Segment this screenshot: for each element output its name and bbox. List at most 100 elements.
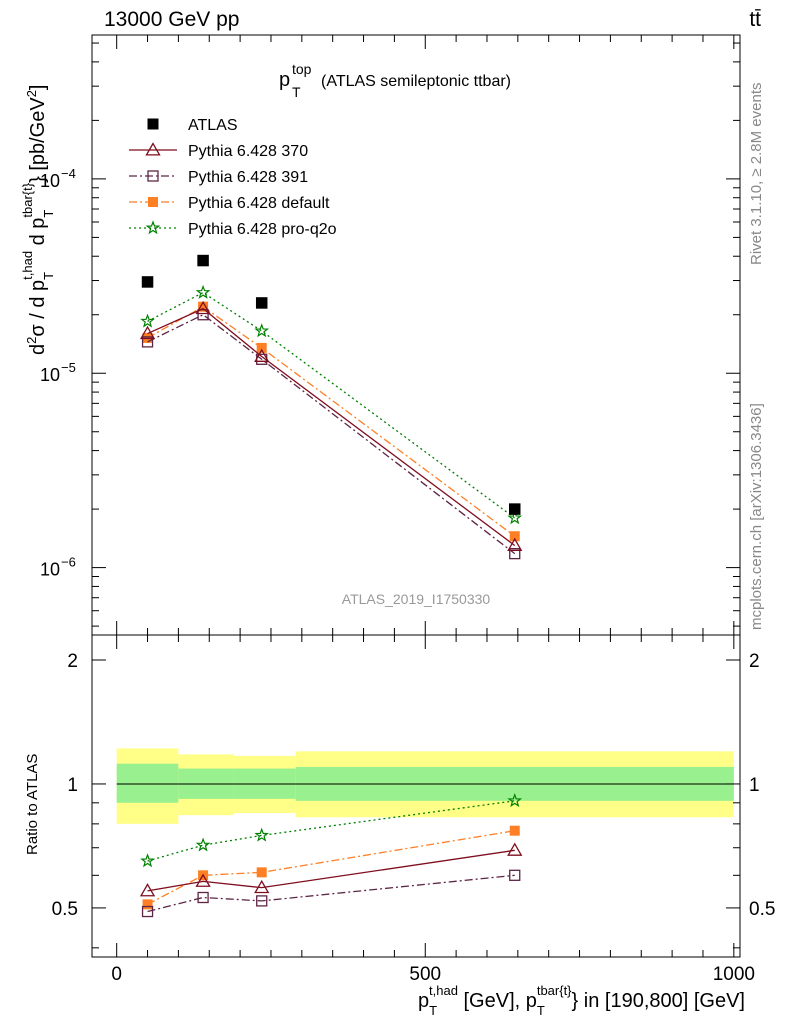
legend-marker-atlas: [147, 118, 159, 130]
series-line-p391: [147, 313, 516, 555]
ylabel-p2-sub: T: [41, 210, 56, 218]
data-point-p370: [139, 325, 156, 340]
data-point-p370: [195, 300, 211, 315]
x-axis-label: pTt,had [GeV], pTtbar{t}} in [190,800] […: [418, 983, 745, 1018]
ratio-point-pdefault: [256, 867, 267, 878]
ratio-y-tick-label-left: 2: [67, 651, 78, 672]
ratio-y-tick-label-right: 0.5: [749, 899, 775, 920]
data-point-pq2o: [140, 313, 155, 328]
legend-label-p391: Pythia 6.428 391: [188, 169, 308, 186]
main-y-tick-label: 10: [40, 365, 60, 385]
series-line-p370: [147, 307, 516, 546]
ylabel-unit: } [pb/GeV: [27, 97, 49, 183]
title-sup: top: [292, 61, 312, 77]
ratio-point-pq2o: [195, 837, 211, 852]
ratio-point-p391: [256, 895, 268, 907]
ratio-line-p370: [147, 849, 515, 892]
series-line-pq2o: [147, 291, 516, 519]
ratio-point-pq2o: [254, 827, 270, 842]
ratio-y-tick-label-left: 1: [67, 775, 78, 796]
main-series-layer: [139, 254, 523, 560]
ratio-series-layer: [139, 793, 523, 918]
data-point-atlas: [255, 297, 268, 309]
ratio-point-p391: [509, 869, 521, 881]
data-point-atlas: [197, 254, 209, 267]
legend-marker-p391: [147, 170, 159, 182]
main-y-tick-exponent: −6: [61, 555, 76, 570]
title-rest: (ATLAS semileptonic ttbar): [321, 73, 511, 90]
ratio-point-p370: [139, 883, 156, 897]
ratio-y-tick-label-right: 1: [749, 775, 760, 796]
ratio-line-pdefault: [147, 830, 515, 905]
legend-label-pq2o: Pythia 6.428 pro-q2o: [188, 221, 337, 238]
x-tick-label: 1000: [713, 964, 755, 985]
main-y-tick-label: 10: [40, 171, 60, 191]
ratio-uncertainty-band: [116, 748, 734, 824]
legend-label-pdefault: Pythia 6.428 default: [188, 195, 330, 212]
xlabel-p2-sub: T: [537, 1003, 545, 1018]
band-inner: [116, 763, 179, 803]
ylabel-d-sup: 2: [24, 337, 39, 344]
ylabel-close: ]: [27, 85, 49, 91]
data-point-pq2o: [195, 284, 211, 299]
ratio-point-p391: [197, 891, 209, 904]
main-y-tick-label: 10: [40, 560, 60, 580]
xlabel-p1: p: [418, 990, 429, 1012]
xlabel-end: } in [190,800] [GeV]: [572, 990, 745, 1012]
ratio-point-p391: [141, 905, 154, 918]
data-point-pq2o: [254, 323, 270, 338]
title-sub: T: [292, 84, 301, 100]
xlabel-mid: [GeV], p: [458, 990, 537, 1012]
ylabel-p1-sub: T: [41, 272, 56, 280]
ratio-y-tick-label-left: 0.5: [52, 899, 78, 920]
main-title: p top T (ATLAS semileptonic ttbar): [279, 61, 511, 100]
data-point-atlas: [141, 276, 154, 288]
ratio-line-p391: [147, 874, 515, 913]
xlabel-p2-sup: tbar{t}: [537, 983, 572, 998]
ylabel-p1-sup: t,had: [20, 251, 35, 280]
ratio-point-p370: [507, 842, 523, 856]
main-y-tick-labels: 10−410−510−6: [40, 166, 76, 580]
data-point-pdefault: [198, 301, 209, 312]
ratio-axis-ticks: [92, 635, 740, 957]
data-point-pdefault: [256, 342, 267, 353]
main-y-tick-exponent: −5: [61, 360, 76, 375]
ratio-point-p370: [195, 873, 211, 887]
data-point-p391: [509, 547, 521, 560]
ylabel-d-p: d p: [27, 218, 49, 251]
data-point-p391: [141, 336, 154, 348]
data-point-p370: [254, 348, 270, 362]
ratio-point-pq2o: [507, 793, 523, 808]
main-y-tick-exponent: −4: [61, 166, 76, 181]
ratio-y-axis-label: Ratio to ATLAS: [24, 754, 41, 855]
header-right: tt̄: [749, 8, 761, 31]
ratio-point-pdefault: [509, 825, 520, 836]
rivet-version-label: Rivet 3.1.10, ≥ 2.8M events: [748, 83, 765, 266]
legend-marker-pq2o: [145, 220, 161, 235]
ratio-tick-labels: 0.5 0.5 1 1 2 2 0 500 1000: [52, 651, 776, 985]
ratio-point-pdefault: [142, 899, 153, 910]
ratio-y-tick-label-right: 2: [749, 651, 760, 672]
ratio-panel: 0.5 0.5 1 1 2 2 0 500 1000 Ratio to ATLAS p Tt,ha…: [24, 634, 776, 1018]
ratio-point-p370: [254, 879, 270, 894]
svg-text:d2σ / d pTt,had d pTtbar{t}} [: d2σ / d pTt,had d pTtbar{t}} [pb/GeV2]: [20, 85, 56, 356]
xlabel-p1-sup: t,had: [429, 983, 458, 998]
ratio-frame: [91, 634, 741, 958]
legend-marker-p370: [145, 142, 161, 156]
ratio-point-pq2o: [140, 853, 155, 868]
legend: ATLAS Pythia 6.428 370 Pythia 6.428 391 Pyt…: [129, 117, 337, 238]
series-line-pdefault: [147, 305, 516, 537]
header-left: 13000 GeV pp: [104, 8, 239, 31]
ylabel-p2-sup: tbar{t}: [20, 182, 35, 217]
ylabel-d: d: [27, 344, 49, 355]
legend-label-atlas: ATLAS: [188, 117, 238, 134]
x-tick-label: 0: [111, 964, 122, 985]
title-main: p: [279, 69, 290, 91]
main-axis-ticks: [92, 35, 740, 635]
x-tick-label: 500: [409, 964, 441, 985]
main-y-axis-label: d2σ / d pTt,had d pTtbar{t}} [pb/GeV2]: [20, 85, 56, 356]
data-point-p391: [197, 309, 209, 321]
analysis-watermark: ATLAS_2019_I1750330: [342, 591, 491, 607]
ylabel-unit-sup: 2: [24, 90, 39, 97]
